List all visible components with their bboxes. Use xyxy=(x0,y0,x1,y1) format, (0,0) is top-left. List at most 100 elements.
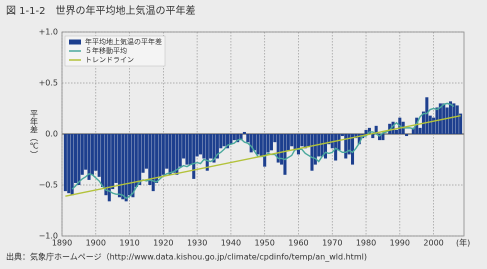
bar xyxy=(77,134,81,185)
bar xyxy=(168,134,172,175)
bar xyxy=(310,134,314,171)
bar xyxy=(418,127,422,134)
bar xyxy=(405,134,409,137)
bar xyxy=(351,134,355,165)
bar xyxy=(94,134,98,171)
bar xyxy=(296,134,300,155)
bar xyxy=(87,134,91,180)
bar xyxy=(236,134,240,143)
legend-box xyxy=(64,35,166,67)
bar xyxy=(202,134,206,159)
bar xyxy=(438,103,442,134)
y-tick-label: +1.0 xyxy=(39,28,58,37)
bar xyxy=(144,134,148,169)
x-tick-label: 1910 xyxy=(119,239,139,248)
bar xyxy=(242,131,246,134)
bar xyxy=(182,134,186,159)
bar xyxy=(286,134,290,151)
bar xyxy=(371,134,375,139)
bar xyxy=(101,134,105,188)
bar xyxy=(226,134,230,149)
bar xyxy=(323,134,328,159)
bar xyxy=(215,134,219,159)
bar xyxy=(459,113,463,134)
bar xyxy=(425,97,429,134)
bar xyxy=(445,107,449,134)
bar xyxy=(158,134,162,177)
bar xyxy=(334,134,338,161)
x-tick-label: 1990 xyxy=(390,239,410,248)
chart-title: 図 1-1-2 世界の年平均地上気温の平年差 xyxy=(6,4,195,17)
bar xyxy=(229,134,233,145)
bar xyxy=(259,134,263,157)
bar xyxy=(367,127,371,134)
bar xyxy=(357,134,361,145)
x-tick-label: 1930 xyxy=(187,239,207,248)
bar xyxy=(364,129,368,134)
bar xyxy=(374,125,378,134)
bar xyxy=(198,134,203,155)
bar xyxy=(175,134,179,175)
x-tick-label: 1940 xyxy=(221,239,241,248)
bar xyxy=(212,134,216,163)
bar xyxy=(269,134,273,151)
bar xyxy=(188,134,192,165)
bar xyxy=(381,134,385,141)
legend-label: トレンドライン xyxy=(85,56,134,64)
bar xyxy=(283,134,287,175)
bar xyxy=(232,134,236,141)
line xyxy=(65,114,461,197)
bar xyxy=(141,134,145,173)
bar xyxy=(320,134,324,157)
x-tick-label: 1970 xyxy=(322,239,342,248)
bar xyxy=(300,134,304,147)
bar xyxy=(73,134,78,183)
bar xyxy=(117,134,121,198)
bar xyxy=(161,134,165,175)
bar xyxy=(80,134,84,175)
x-tick-label: 2000 xyxy=(423,239,443,248)
bar xyxy=(307,134,311,147)
bar xyxy=(209,134,213,159)
x-axis-label: (年) xyxy=(456,238,470,248)
bar xyxy=(263,134,267,167)
bar xyxy=(266,134,270,153)
bar xyxy=(411,127,415,134)
bar xyxy=(256,134,260,155)
bar xyxy=(276,134,280,163)
x-tick-label: 1890 xyxy=(52,239,72,248)
bar xyxy=(205,134,209,171)
bar xyxy=(337,134,341,151)
bar xyxy=(246,134,250,143)
bar xyxy=(293,134,297,151)
bar xyxy=(239,134,243,141)
bar xyxy=(128,134,132,196)
bar xyxy=(253,134,257,151)
bar xyxy=(165,134,169,169)
bar xyxy=(354,134,358,139)
plot-frame xyxy=(61,31,465,237)
bar xyxy=(394,129,398,134)
bar xyxy=(171,134,175,173)
bar xyxy=(340,134,344,137)
bar xyxy=(432,117,436,134)
x-tick-label: 1920 xyxy=(153,239,173,248)
x-tick-label: 1960 xyxy=(288,239,308,248)
bar xyxy=(378,134,382,141)
y-tick-label: +0.5 xyxy=(39,79,58,88)
x-tick-label: 1980 xyxy=(356,239,376,248)
bar xyxy=(114,134,118,183)
bar xyxy=(67,134,71,194)
bar xyxy=(70,134,74,196)
bar xyxy=(391,121,395,134)
bar xyxy=(313,134,317,165)
bar xyxy=(219,134,223,149)
y-tick-label: −1.0 xyxy=(39,232,58,241)
x-tick-label: 1950 xyxy=(255,239,275,248)
y-axis-label: 平年差（℃） xyxy=(29,110,39,159)
bar xyxy=(155,134,159,183)
bar xyxy=(290,134,294,147)
bar xyxy=(107,134,111,202)
x-tick-label: 1900 xyxy=(86,239,106,248)
legend-label: ５年移動平均 xyxy=(85,46,127,55)
